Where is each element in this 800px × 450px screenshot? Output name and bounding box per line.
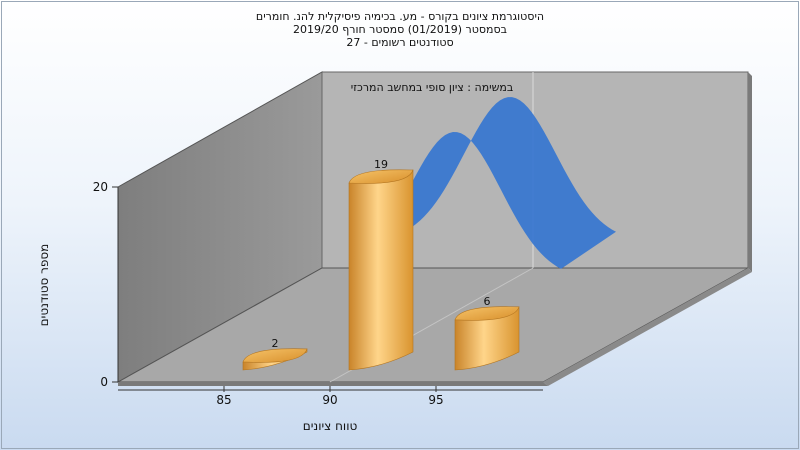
y-axis-label: מספר סטודנטים	[37, 244, 51, 327]
x-tick-label: 95	[428, 393, 443, 407]
y-tick-label: 0	[100, 375, 108, 389]
bar-value-label: 6	[484, 295, 491, 308]
bar-value-label: 19	[374, 158, 388, 171]
x-tick-label: 90	[322, 393, 337, 407]
bar-body	[454, 306, 520, 371]
bar-cap	[348, 169, 414, 184]
bar-cap	[454, 306, 520, 321]
x-tick-label: 85	[216, 393, 231, 407]
histogram-bar: 2	[242, 337, 308, 371]
bar-body	[348, 169, 414, 371]
bar-cap	[242, 348, 308, 363]
title-line-3: סטודנטים רשומים - 27	[346, 36, 454, 49]
chart-annotation: במשימה : ציון סופי במחשב המרכזי	[351, 81, 514, 94]
floor-front-edge	[118, 382, 548, 386]
chart-title: היסטוגרמת ציונים בקורס - מע. בכימיה פיסי…	[0, 10, 800, 49]
histogram-bar: 6	[454, 295, 520, 371]
normal-curve-ribbon	[357, 97, 616, 269]
back-wall-right-edge	[748, 72, 752, 272]
title-line-1: היסטוגרמת ציונים בקורס - מע. בכימיה פיסי…	[255, 10, 545, 23]
y-tick-label: 20	[93, 180, 108, 194]
histogram-bar: 19	[348, 158, 414, 371]
title-line-2: בסמסטר (01/2019) סמסטר חורף 2019/20	[293, 23, 507, 36]
floor-right-edge	[543, 268, 752, 386]
x-axis-label: טווח ציונים	[303, 419, 358, 433]
bar-value-label: 2	[272, 337, 279, 350]
